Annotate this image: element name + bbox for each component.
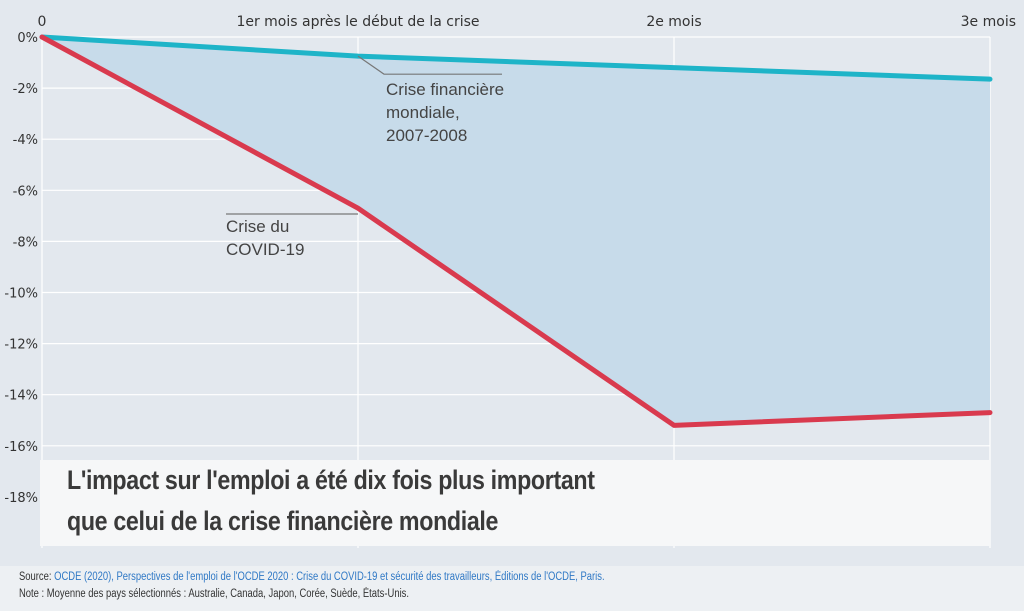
note-line: Note : Moyenne des pays sélectionnés : A… — [19, 588, 409, 600]
y-tick-label-4: -8% — [13, 235, 38, 250]
x-tick-label-1: 1er mois après le début de la crise — [236, 14, 479, 30]
x-tick-label-3: 3e mois — [961, 14, 1016, 30]
gfc-label-line-0: Crise financière — [386, 80, 504, 99]
y-tick-label-0: 0% — [17, 31, 38, 46]
source-line: Source: OCDE (2020), Perspectives de l'e… — [19, 571, 605, 583]
y-tick-label-6: -12% — [4, 338, 38, 353]
y-tick-label-8: -16% — [4, 440, 38, 455]
y-tick-label-3: -6% — [13, 184, 38, 199]
series-line-0 — [39, 34, 993, 82]
headline-box: L'impact sur l'emploi a été dix fois plu… — [40, 460, 990, 546]
headline-line-1: L'impact sur l'emploi a été dix fois plu… — [67, 465, 595, 495]
headline-line-2: que celui de la crise financière mondial… — [67, 506, 499, 536]
x-axis-ticks: 0 1er mois après le début de la crise 2e m… — [38, 14, 1016, 30]
gfc-label-line-1: mondiale, — [386, 103, 460, 122]
covid-label-line-1: COVID-19 — [226, 240, 304, 259]
y-tick-label-2: -4% — [13, 133, 38, 148]
y-tick-label-1: -2% — [13, 82, 38, 97]
series-line-1 — [39, 34, 993, 428]
y-tick-label-7: -14% — [4, 389, 38, 404]
gfc-leader-line — [357, 55, 502, 75]
annotations: Crise financière mondiale, 2007-2008 Crise … — [226, 55, 504, 259]
x-tick-label-2: 2e mois — [646, 14, 701, 30]
gfc-label-line-2: 2007-2008 — [386, 126, 467, 145]
employment-chart: Crise financière mondiale, 2007-2008 Crise … — [4, 14, 1016, 548]
covid-label-line-0: Crise du — [226, 217, 289, 236]
source-link[interactable]: OCDE (2020), Perspectives de l'emploi de… — [54, 571, 605, 583]
series-lines — [39, 34, 993, 428]
gap-fill-area — [42, 37, 990, 426]
footer: Source: OCDE (2020), Perspectives de l'e… — [0, 566, 1024, 611]
y-tick-label-5: -10% — [4, 287, 38, 302]
y-tick-label-9: -18% — [4, 491, 38, 506]
source-label: Source: — [19, 571, 55, 583]
y-axis-ticks: 0% -2% -4% -6% -8% -10% -12% -14% -16% -18% — [4, 31, 38, 506]
x-tick-label-0: 0 — [38, 14, 47, 30]
